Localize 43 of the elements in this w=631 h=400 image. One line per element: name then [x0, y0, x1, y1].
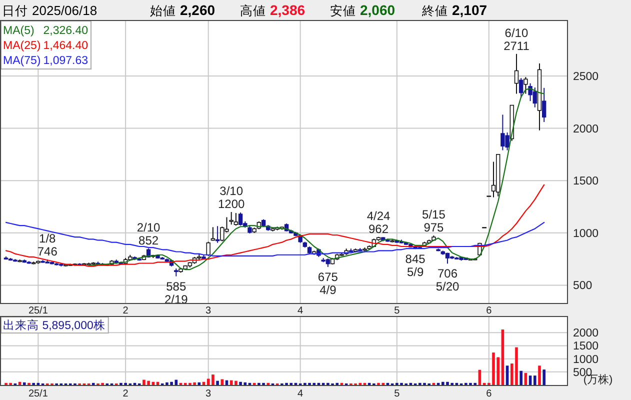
x-tick-label: 2 [122, 306, 129, 316]
annotation: 4/24 962 [366, 208, 391, 236]
text: 安値 [330, 3, 356, 18]
y-tick-label: 2500 [573, 70, 599, 83]
text: MA(5) 2,326.40 [3, 25, 88, 37]
text: 始値 [150, 4, 176, 18]
annotation: 2/10 852 [136, 220, 161, 248]
x-tick-label: 5 [394, 306, 400, 316]
x-tick-label: 25/1 [28, 306, 48, 316]
x-tick-label: 5 [394, 388, 400, 400]
x-tick-label: 2 [122, 388, 129, 400]
text: 2,107 [452, 2, 488, 18]
annotation: 845 5/9 [405, 252, 426, 280]
x-tick-label: 3 [206, 388, 212, 400]
y-tick-label: 1000 [573, 354, 599, 366]
chart-title: 出来高 5,895,000株 [3, 318, 106, 332]
text: 2,060 [360, 2, 396, 18]
y-tick-label: 1000 [573, 228, 599, 240]
text: 2,260 [180, 2, 216, 18]
annotation: 3/10 1200 [218, 184, 246, 211]
text: 終値 [421, 4, 448, 18]
text: 2025/06/18 [32, 3, 98, 18]
annotation: 706 5/20 [436, 266, 460, 294]
y-tick-label: 1500 [573, 340, 599, 353]
annotation: 5/15 975 [422, 208, 446, 235]
y-tick-label: 1500 [573, 176, 599, 188]
annotation: 675 4/9 [318, 270, 338, 297]
text: MA(75) 1,097.63 [3, 55, 88, 67]
text: 日付 [2, 4, 28, 18]
annotation: 1/8 746 [37, 231, 58, 258]
text: 2,386 [270, 2, 306, 18]
y-tick-label: 2000 [573, 123, 599, 136]
x-tick-label: 3 [206, 306, 212, 316]
y-tick-label: 2000 [573, 328, 599, 340]
x-tick-label: 6 [486, 388, 492, 400]
annotation: 6/10 2711 [504, 26, 530, 53]
text: MA(25) 1,464.40 [3, 40, 88, 52]
text: 高値 [240, 3, 266, 18]
x-tick-label: 4 [298, 388, 304, 400]
x-tick-label: 4 [298, 306, 304, 316]
y-tick-label: 500 [573, 280, 592, 292]
x-tick-label: 25/1 [28, 388, 48, 400]
x-tick-label: 6 [486, 306, 492, 316]
